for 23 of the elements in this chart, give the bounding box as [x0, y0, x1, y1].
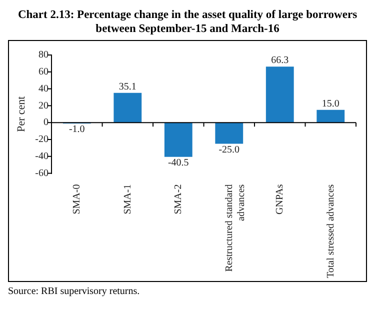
- data-label: 35.1: [118, 82, 136, 93]
- data-label: 15.0: [322, 98, 340, 110]
- x-tick-label: SMA-2: [173, 184, 184, 214]
- y-tick-label: 20: [38, 100, 49, 112]
- source-note: Source: RBI supervisory returns.: [8, 286, 141, 297]
- data-label: -1.0: [68, 124, 85, 136]
- y-tick-label: 60: [38, 66, 49, 78]
- data-label: -40.5: [168, 157, 189, 168]
- y-tick-label: 80: [38, 50, 49, 61]
- x-tick-label: Total stressed advances: [325, 184, 336, 278]
- y-tick-label: -20: [35, 134, 49, 146]
- y-tick-label: 40: [38, 83, 49, 94]
- x-tick-label: GNPAs: [274, 184, 286, 214]
- data-label: -25.0: [218, 144, 240, 156]
- x-tick-label: Restructured standard advances: [224, 184, 247, 272]
- y-tick-label: -60: [35, 168, 49, 179]
- x-tick-label: SMA-1: [122, 184, 134, 214]
- x-tick-label: SMA-0: [72, 184, 83, 214]
- data-label: 66.3: [271, 55, 289, 66]
- y-tick-label: 0: [44, 117, 49, 128]
- chart-title: Chart 2.13: Percentage change in the asset quality of large borrowers between September-15 and March-16: [16, 8, 358, 36]
- y-axis-title: Per cent: [15, 96, 28, 132]
- y-tick-label: -40: [35, 151, 49, 162]
